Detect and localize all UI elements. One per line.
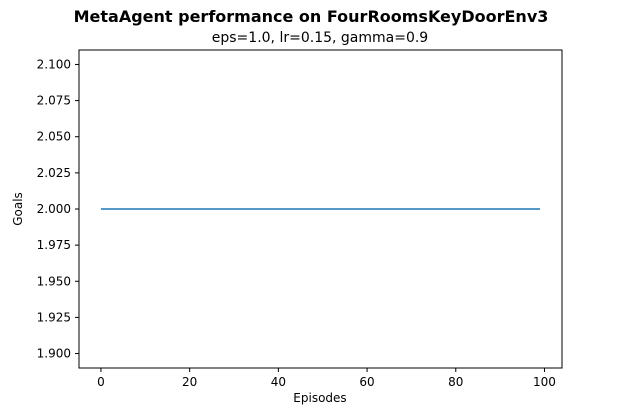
y-tick-label: 1.900	[37, 347, 71, 361]
x-tick-label: 60	[359, 375, 374, 389]
x-tick-label: 0	[97, 375, 105, 389]
y-tick-label: 2.100	[37, 57, 71, 71]
y-tick-label: 2.075	[37, 94, 71, 108]
chart-subtitle: eps=1.0, lr=0.15, gamma=0.9	[212, 30, 428, 46]
y-axis-label: Goals	[11, 192, 25, 226]
y-tick-label: 1.950	[37, 274, 71, 288]
y-tick-label: 2.025	[37, 166, 71, 180]
y-tick-label: 1.925	[37, 310, 71, 324]
x-tick-label: 80	[448, 375, 463, 389]
x-tick-label: 100	[533, 375, 556, 389]
x-axis-label: Episodes	[293, 391, 346, 405]
y-tick-label: 2.000	[37, 202, 71, 216]
x-tick-label: 20	[182, 375, 197, 389]
x-tick-label: 40	[271, 375, 286, 389]
y-tick-label: 2.050	[37, 130, 71, 144]
y-tick-label: 1.975	[37, 238, 71, 252]
chart-title: MetaAgent performance on FourRoomsKeyDoo…	[74, 7, 549, 26]
plot-area: 0 20 40 60 80 100 1.900 1.925 1.950 1.975 2.000 2.0…	[37, 49, 563, 389]
